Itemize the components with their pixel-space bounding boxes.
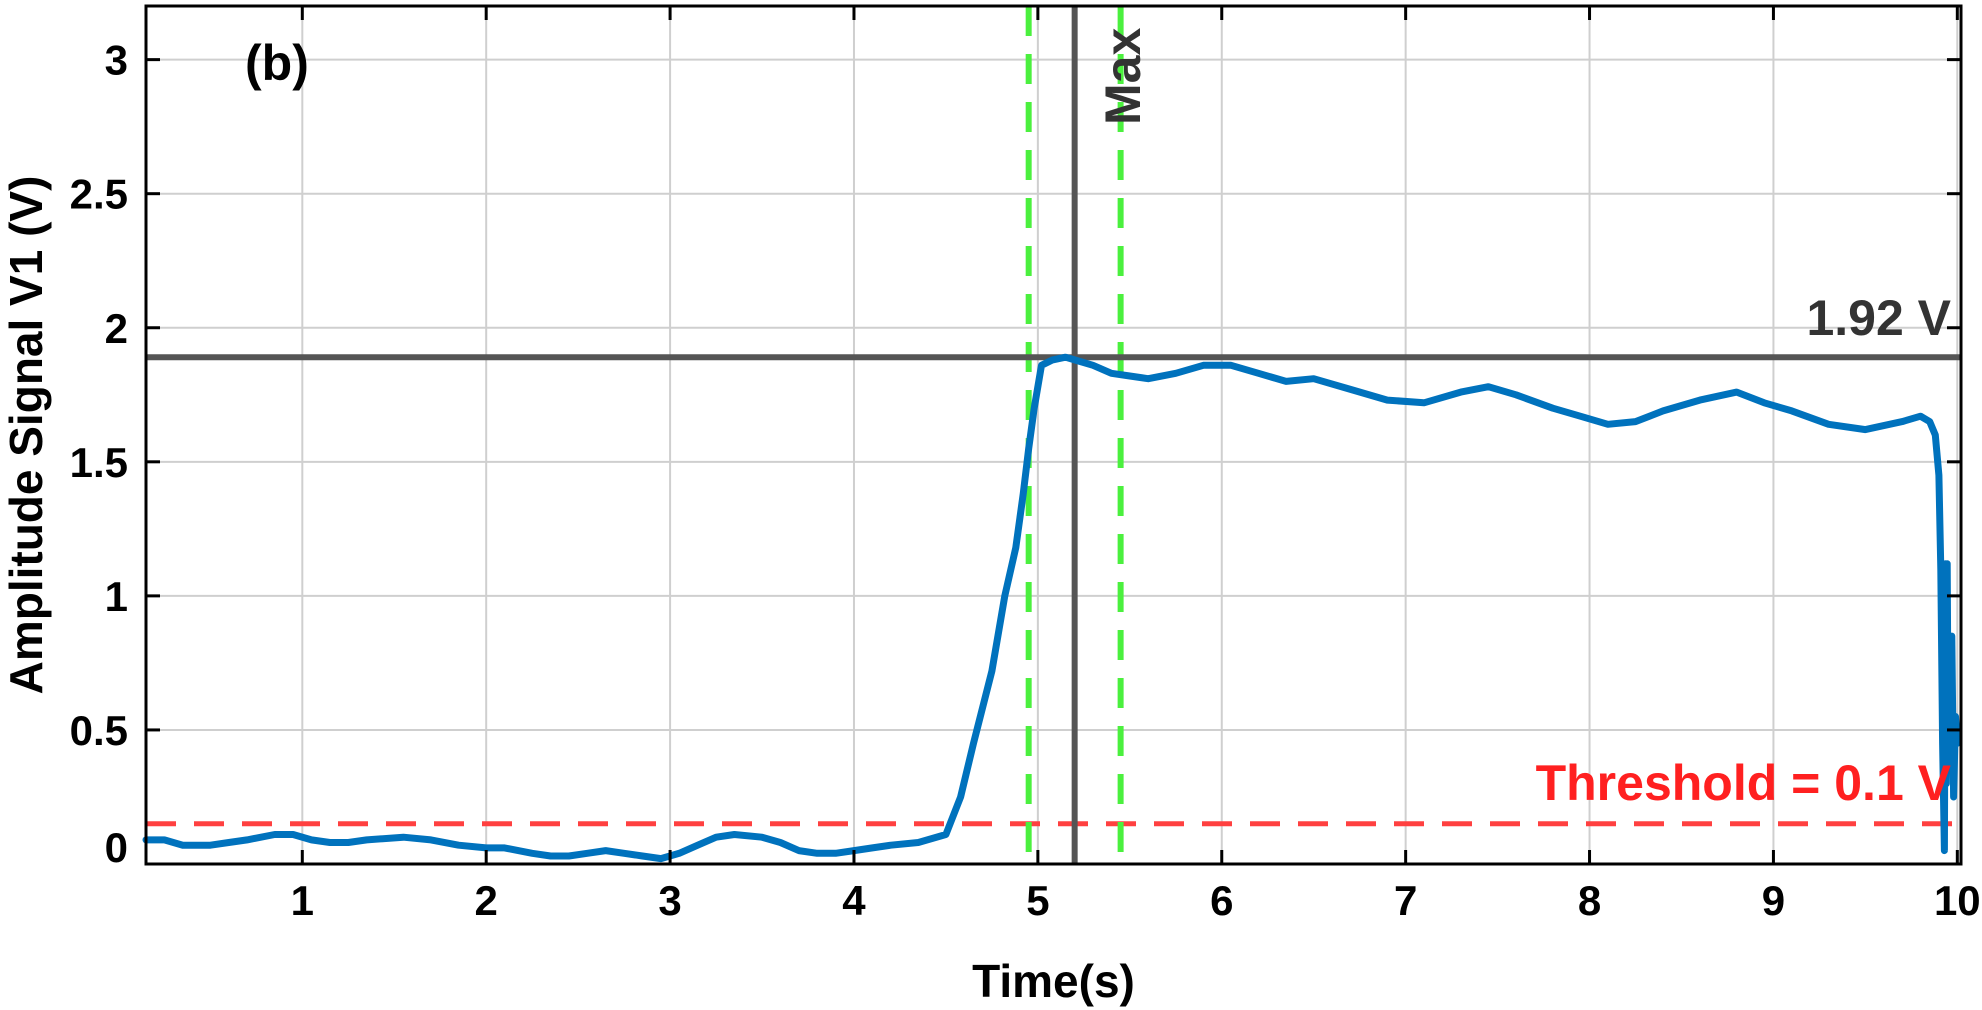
x-tick-label: 5 <box>1026 877 1049 924</box>
y-tick-label: 2 <box>105 305 128 352</box>
x-tick-label: 1 <box>291 877 314 924</box>
x-tick-label: 8 <box>1578 877 1601 924</box>
x-tick-label: 6 <box>1210 877 1233 924</box>
y-tick-label: 2.5 <box>70 171 128 218</box>
panel-label: (b) <box>245 35 309 91</box>
y-tick-label: 0 <box>105 824 128 871</box>
max-label: Max <box>1095 28 1151 125</box>
y-tick-label: 1.5 <box>70 439 128 486</box>
x-tick-label: 4 <box>842 877 866 924</box>
x-tick-label: 9 <box>1762 877 1785 924</box>
x-tick-label: 7 <box>1394 877 1417 924</box>
x-tick-label: 10 <box>1934 877 1981 924</box>
plot-frame <box>144 4 1963 866</box>
y-tick-label: 1 <box>105 573 128 620</box>
y-tick-label: 3 <box>105 37 128 84</box>
y-axis-title: Amplitude Signal V1 (V) <box>0 176 52 695</box>
x-axis-title: Time(s) <box>972 955 1135 1007</box>
max-marker-group <box>146 6 1961 864</box>
x-tick-label: 2 <box>475 877 498 924</box>
threshold-label: Threshold = 0.1 V <box>1536 755 1952 811</box>
max-value-label: 1.92 V <box>1806 290 1951 346</box>
x-tick-label: 3 <box>658 877 681 924</box>
grid-lines <box>146 6 1961 865</box>
y-tick-label: 0.5 <box>70 707 128 754</box>
series-group <box>142 353 1961 863</box>
axis-ticks: 1 2 3 4 5 6 7 8 9 10 0 0.5 1 1.5 2 2.5 3 <box>70 6 1981 924</box>
series-line <box>142 353 1961 863</box>
